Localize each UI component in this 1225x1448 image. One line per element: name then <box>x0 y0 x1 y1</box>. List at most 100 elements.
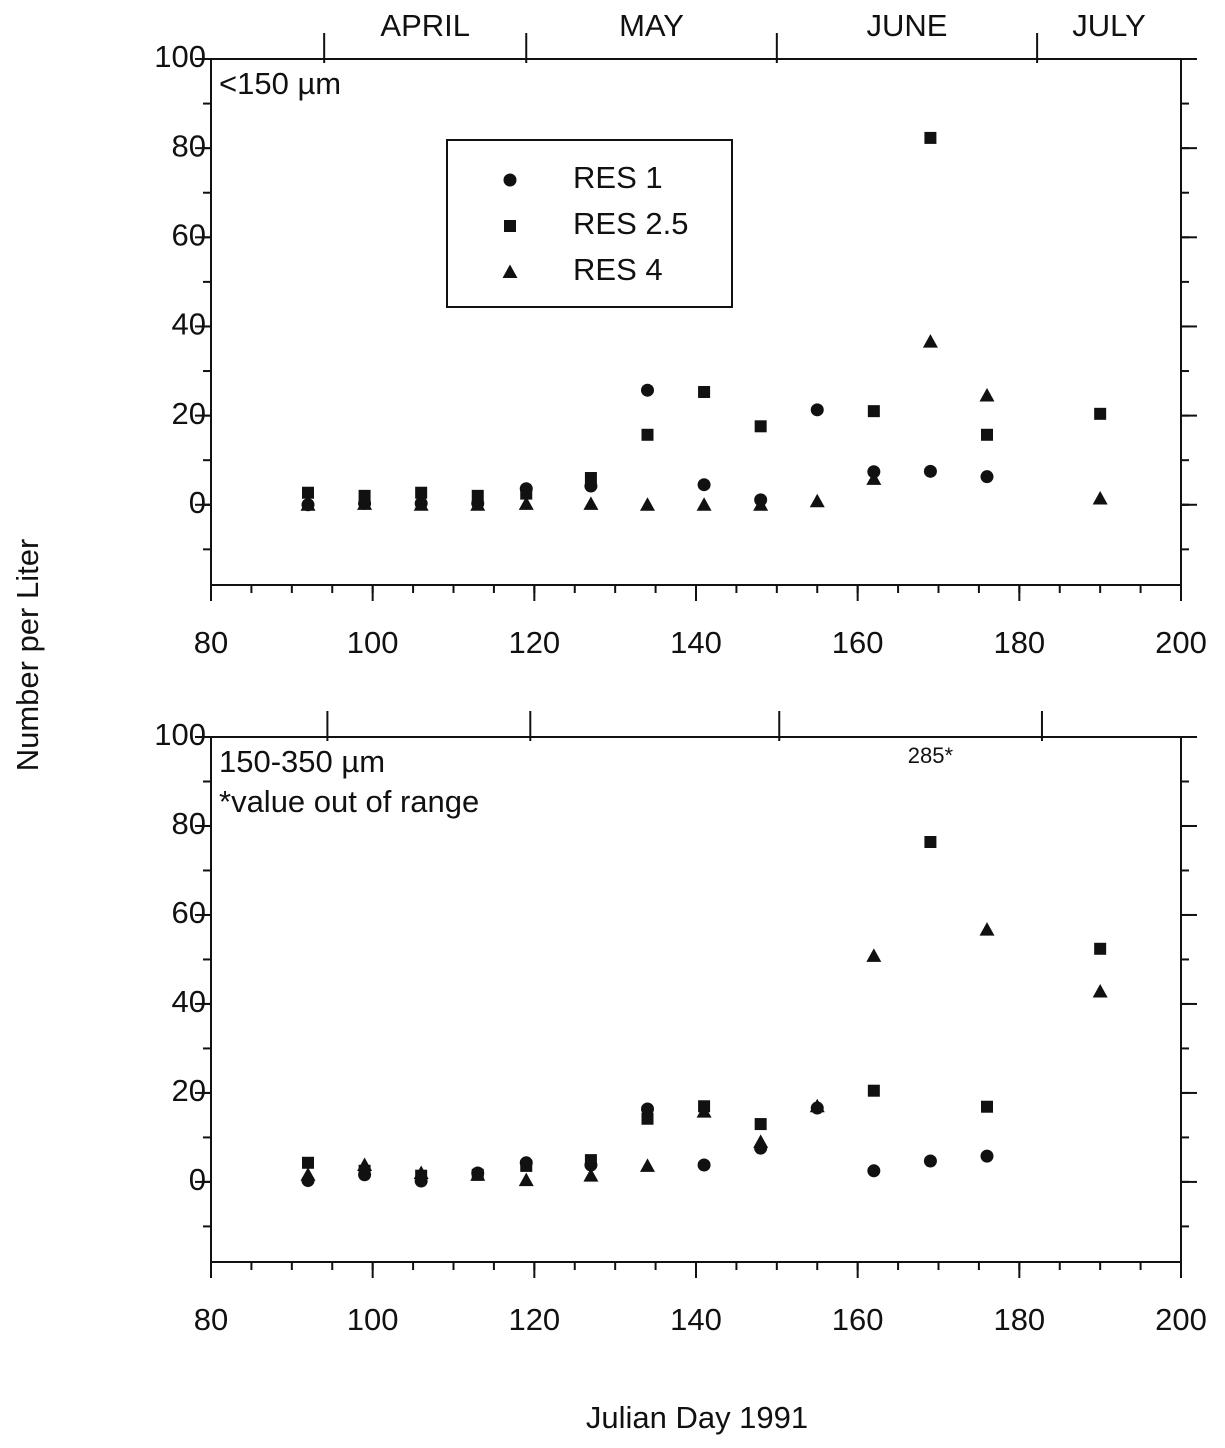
x-tick-label: 200 <box>1155 1302 1207 1337</box>
x-tick-label: 160 <box>832 625 884 660</box>
point <box>1094 407 1107 420</box>
point <box>413 497 429 511</box>
point <box>923 464 937 478</box>
point <box>698 385 711 398</box>
point <box>357 1157 373 1172</box>
point <box>696 497 712 511</box>
month-label: APRIL <box>380 8 470 43</box>
x-tick-label: 180 <box>993 1302 1045 1337</box>
point <box>923 1154 937 1168</box>
point <box>470 497 486 511</box>
annotation: <150 µm <box>219 66 341 101</box>
point <box>980 1149 994 1163</box>
y-tick-label: 80 <box>172 806 206 841</box>
point <box>867 1084 880 1097</box>
y-axis-label: Number per Liter <box>10 539 45 772</box>
month-label: JUNE <box>866 8 947 43</box>
point <box>924 131 937 144</box>
point <box>979 388 995 402</box>
annotation: *value out of range <box>219 784 479 819</box>
point <box>867 1164 881 1178</box>
point <box>300 1167 316 1181</box>
point <box>1092 491 1108 505</box>
point <box>979 922 995 936</box>
y-tick-label: 100 <box>154 717 206 752</box>
point <box>520 1159 533 1172</box>
y-tick-label: 20 <box>172 1073 206 1108</box>
point <box>413 1165 429 1180</box>
y-tick-label: 40 <box>172 307 206 342</box>
point <box>641 1112 654 1125</box>
x-axis-label: Julian Day 1991 <box>586 1400 808 1435</box>
point <box>1092 983 1108 998</box>
x-tick-label: 180 <box>993 625 1045 660</box>
y-tick-label: 60 <box>172 217 206 252</box>
legend-label: RES 4 <box>573 252 663 287</box>
x-tick-label: 140 <box>670 625 722 660</box>
x-tick-label: 80 <box>194 625 228 660</box>
x-tick-label: 100 <box>347 625 399 660</box>
point <box>981 428 993 441</box>
legend-marker <box>503 173 517 187</box>
point <box>583 496 599 510</box>
point <box>981 1100 993 1113</box>
legend-box <box>446 139 733 308</box>
point <box>641 428 654 441</box>
point <box>810 403 824 417</box>
legend-label: RES 1 <box>573 160 663 195</box>
point <box>640 1158 655 1172</box>
y-tick-label: 0 <box>189 1162 206 1197</box>
point <box>697 1158 711 1172</box>
point <box>1094 942 1107 955</box>
point <box>753 1134 769 1148</box>
point <box>302 1156 314 1169</box>
point <box>924 836 937 848</box>
x-tick-label: 100 <box>347 1302 399 1337</box>
y-tick-label: 80 <box>172 128 206 163</box>
y-tick-label: 40 <box>172 984 206 1019</box>
y-tick-label: 20 <box>172 396 206 431</box>
point <box>584 1154 597 1167</box>
point <box>518 496 534 510</box>
point <box>867 405 880 418</box>
y-tick-label: 100 <box>154 39 206 74</box>
x-tick-label: 160 <box>832 1302 884 1337</box>
x-tick-label: 80 <box>194 1302 228 1337</box>
point <box>302 486 314 499</box>
point <box>866 948 882 962</box>
point <box>809 1098 825 1113</box>
point <box>754 420 767 433</box>
annotation: 150-350 µm <box>219 744 385 779</box>
point <box>518 1172 534 1187</box>
legend-marker <box>504 220 516 232</box>
point <box>641 1102 654 1116</box>
legend-marker <box>502 264 518 278</box>
x-tick-label: 140 <box>670 1302 722 1337</box>
out-of-range-label: 285* <box>908 743 954 768</box>
point <box>641 383 654 397</box>
x-tick-label: 120 <box>508 1302 560 1337</box>
point <box>584 472 597 485</box>
point <box>470 1167 486 1181</box>
y-tick-label: 0 <box>189 485 206 520</box>
point <box>415 486 428 499</box>
point <box>358 489 371 502</box>
point <box>471 489 484 502</box>
legend-label: RES 2.5 <box>573 206 688 241</box>
point <box>583 1168 599 1182</box>
month-label: MAY <box>619 8 684 43</box>
point <box>980 470 994 484</box>
point <box>640 497 655 511</box>
x-tick-label: 200 <box>1155 625 1207 660</box>
point <box>753 497 769 511</box>
x-tick-label: 120 <box>508 625 560 660</box>
plot-frame <box>210 58 1182 586</box>
point <box>809 493 825 508</box>
point <box>520 487 533 500</box>
point <box>754 1118 767 1131</box>
point <box>922 334 938 348</box>
point <box>866 471 882 485</box>
point <box>300 497 316 511</box>
point <box>697 478 711 492</box>
